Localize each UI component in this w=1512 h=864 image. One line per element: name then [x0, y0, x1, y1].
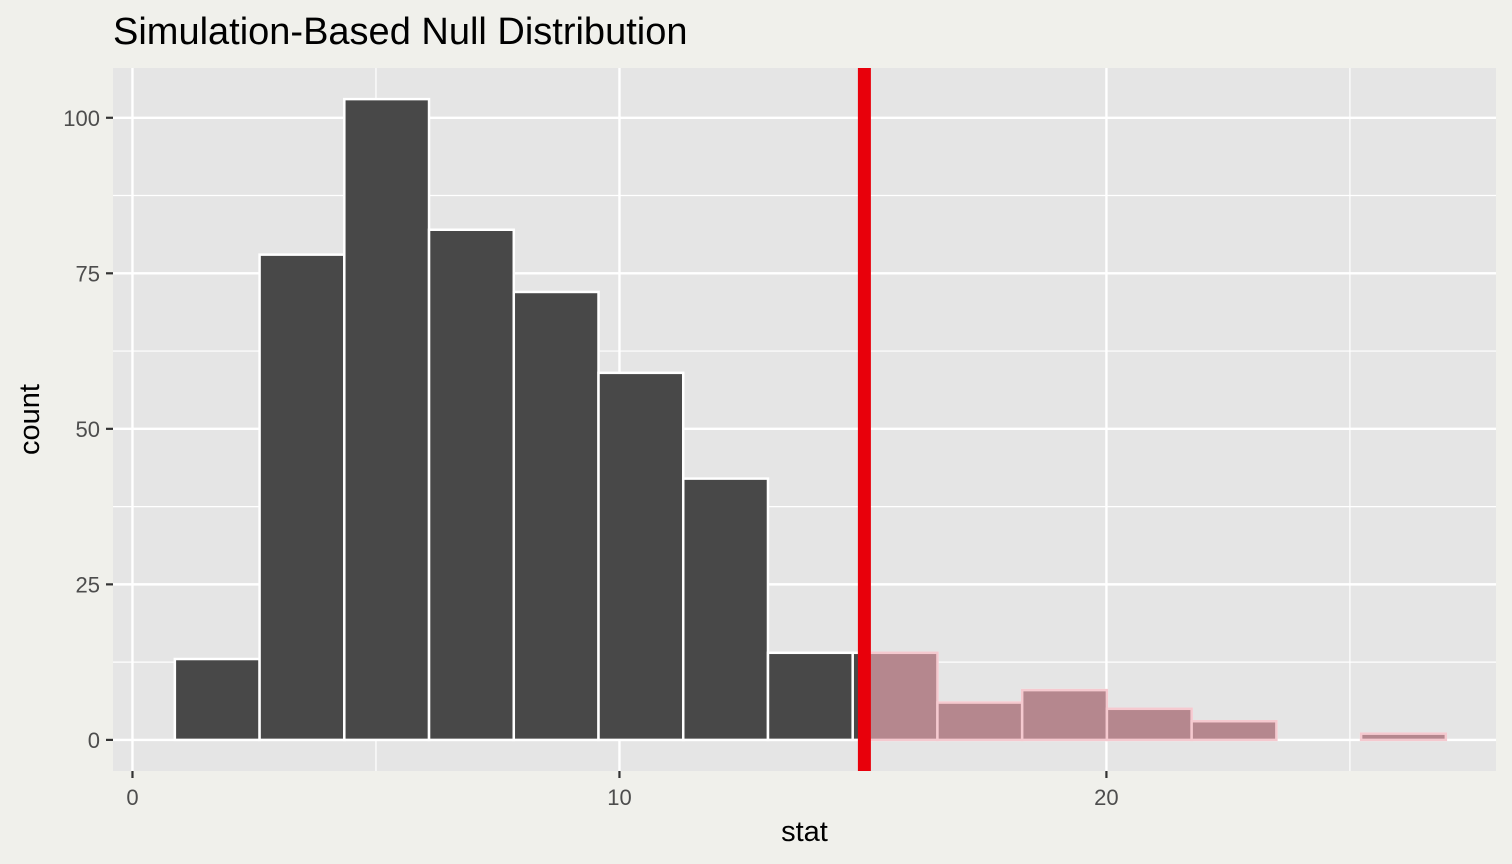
y-tick-label: 50	[76, 417, 100, 442]
y-axis-title: count	[14, 384, 46, 455]
histogram-bar	[766, 651, 854, 742]
shaded-bar	[1190, 719, 1278, 742]
histogram-bar	[427, 228, 516, 742]
y-tick-label: 25	[76, 572, 100, 597]
y-tick-label: 75	[76, 261, 100, 286]
x-tick-label: 10	[607, 785, 631, 810]
histogram-bar	[173, 657, 261, 742]
shaded-bar	[863, 651, 939, 742]
x-axis-title: stat	[781, 816, 828, 848]
shaded-bar	[936, 701, 1024, 742]
x-tick-label: 0	[126, 785, 138, 810]
histogram-bar	[258, 253, 346, 742]
histogram-bars	[173, 97, 1448, 742]
shaded-bar	[1359, 732, 1448, 742]
y-tick-label: 0	[88, 728, 100, 753]
x-tick-label: 20	[1094, 785, 1118, 810]
shaded-bars	[863, 651, 1448, 742]
histogram-bar	[512, 290, 600, 742]
x-axis-ticks: 0 10 20	[126, 771, 1119, 810]
histogram-bar	[343, 97, 431, 742]
y-tick-label: 100	[63, 106, 100, 131]
chart-title: Simulation-Based Null Distribution	[113, 11, 687, 53]
histogram-bar	[597, 371, 685, 742]
histogram-bar	[681, 477, 770, 742]
shaded-bar	[1020, 688, 1109, 742]
shaded-bar	[1105, 707, 1193, 742]
y-axis-ticks: 0 25 50 75 100	[63, 106, 113, 753]
